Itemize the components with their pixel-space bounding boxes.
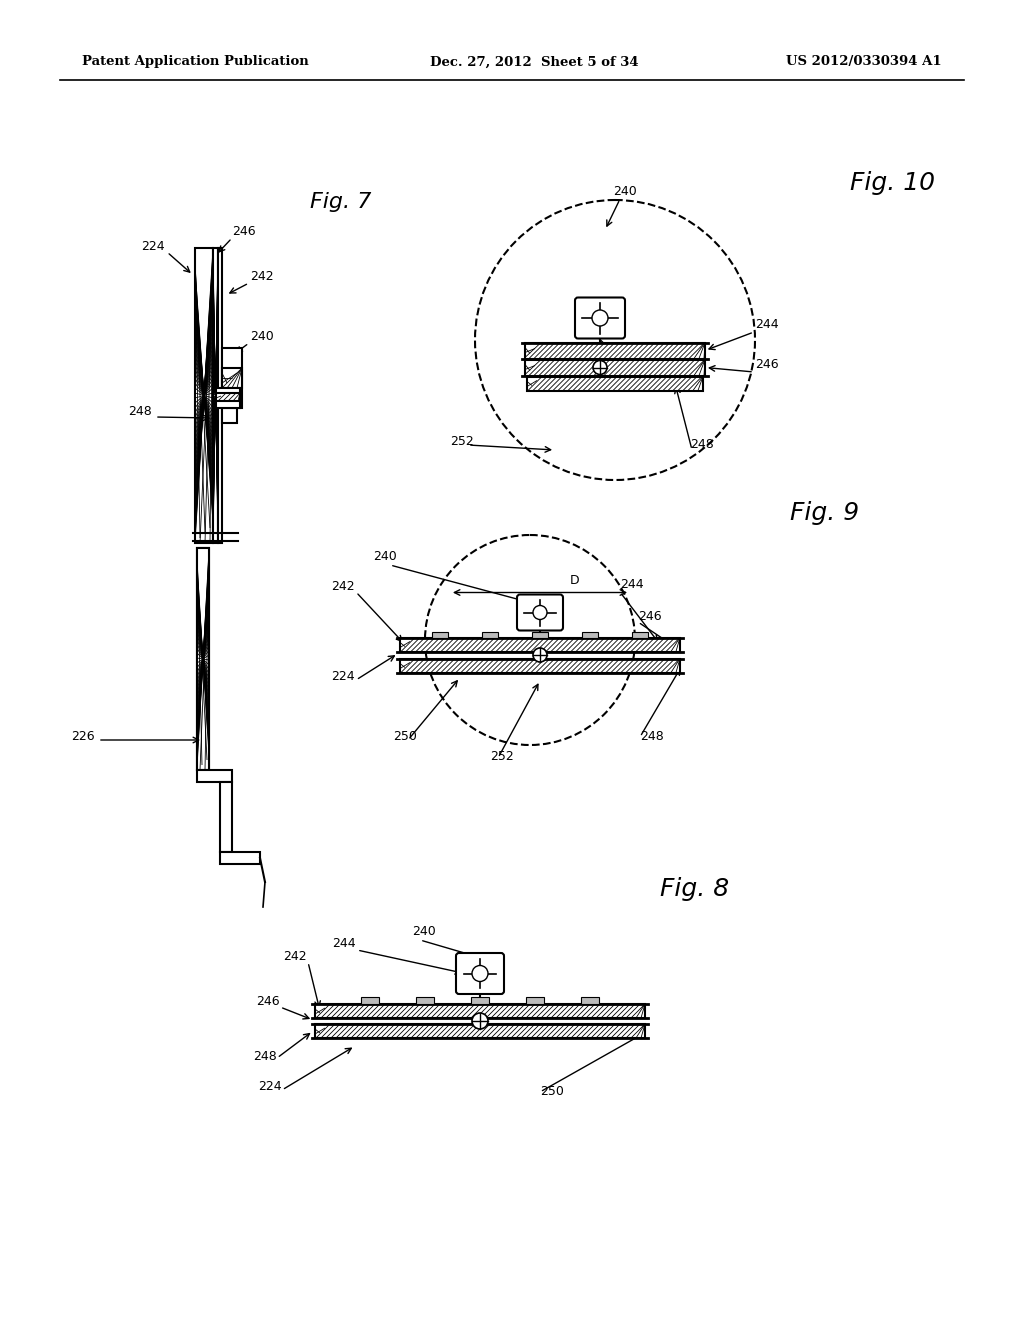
Text: 242: 242 <box>284 950 307 964</box>
Circle shape <box>472 1012 488 1030</box>
Text: 246: 246 <box>638 610 662 623</box>
Text: 246: 246 <box>256 995 280 1008</box>
Bar <box>197 770 232 781</box>
Text: 252: 252 <box>490 750 514 763</box>
Text: 226: 226 <box>72 730 95 743</box>
Text: D: D <box>570 574 580 587</box>
Text: Patent Application Publication: Patent Application Publication <box>82 55 309 69</box>
Bar <box>525 359 705 375</box>
Bar <box>216 388 240 408</box>
Bar <box>315 1024 645 1038</box>
Text: 250: 250 <box>393 730 417 743</box>
Bar <box>432 631 449 638</box>
Bar <box>220 781 232 851</box>
Bar <box>471 997 489 1005</box>
Text: 248: 248 <box>253 1049 278 1063</box>
Text: 240: 240 <box>373 550 396 564</box>
Text: 224: 224 <box>332 671 355 682</box>
Circle shape <box>592 310 608 326</box>
Text: 246: 246 <box>755 358 778 371</box>
Text: 250: 250 <box>540 1085 564 1098</box>
Text: Fig. 7: Fig. 7 <box>310 191 372 213</box>
Text: 224: 224 <box>141 240 165 253</box>
Bar <box>632 631 648 638</box>
Text: 248: 248 <box>640 730 664 743</box>
Text: 248: 248 <box>128 405 152 418</box>
Bar <box>532 631 548 638</box>
Circle shape <box>475 201 755 480</box>
Bar <box>195 248 213 543</box>
Bar <box>526 997 544 1005</box>
Text: Fig. 10: Fig. 10 <box>850 172 935 195</box>
FancyBboxPatch shape <box>517 594 563 631</box>
Circle shape <box>534 606 547 619</box>
Text: 240: 240 <box>613 185 637 198</box>
Bar <box>482 631 498 638</box>
Bar <box>400 659 680 672</box>
Circle shape <box>534 648 547 663</box>
FancyBboxPatch shape <box>456 953 504 994</box>
Text: US 2012/0330394 A1: US 2012/0330394 A1 <box>786 55 942 69</box>
Text: 244: 244 <box>755 318 778 331</box>
Bar <box>525 342 705 359</box>
Bar <box>222 348 242 408</box>
Text: Fig. 9: Fig. 9 <box>790 502 859 525</box>
Text: 244: 244 <box>620 578 644 591</box>
Bar <box>581 997 599 1005</box>
Bar <box>527 376 703 391</box>
Text: 248: 248 <box>690 438 714 451</box>
Text: Dec. 27, 2012  Sheet 5 of 34: Dec. 27, 2012 Sheet 5 of 34 <box>430 55 639 69</box>
Text: 252: 252 <box>450 436 474 447</box>
Text: 246: 246 <box>232 224 256 238</box>
Text: 242: 242 <box>250 271 273 282</box>
Text: 224: 224 <box>258 1080 282 1093</box>
Text: 244: 244 <box>333 937 356 950</box>
Bar <box>197 548 209 770</box>
Bar <box>222 408 237 422</box>
Text: 242: 242 <box>332 579 355 593</box>
Bar <box>416 997 434 1005</box>
Bar <box>216 393 240 401</box>
Bar <box>197 548 209 770</box>
Text: 240: 240 <box>412 925 436 939</box>
Bar <box>400 638 680 652</box>
Circle shape <box>472 965 488 982</box>
Text: 240: 240 <box>250 330 273 343</box>
Bar <box>315 1005 645 1018</box>
Bar <box>361 997 379 1005</box>
Bar <box>213 248 218 543</box>
FancyBboxPatch shape <box>575 297 625 338</box>
Bar <box>218 248 222 543</box>
Bar <box>582 631 598 638</box>
Circle shape <box>593 360 607 375</box>
Bar <box>222 368 242 388</box>
Bar <box>220 851 260 865</box>
Text: Fig. 8: Fig. 8 <box>660 876 729 902</box>
